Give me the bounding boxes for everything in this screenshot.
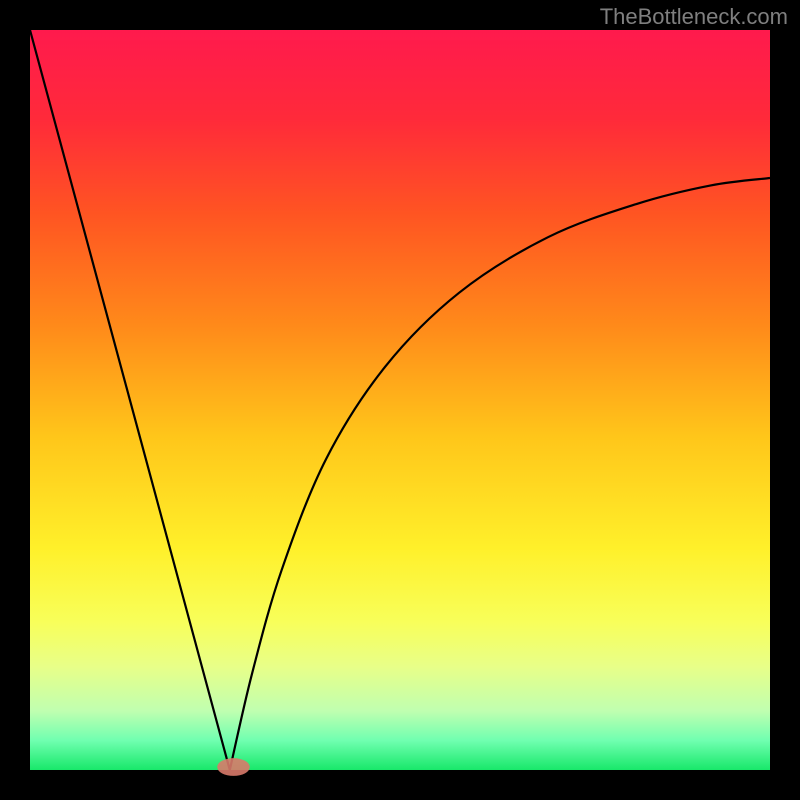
bottleneck-chart — [0, 0, 800, 800]
chart-container: TheBottleneck.com — [0, 0, 800, 800]
plot-background — [30, 30, 770, 770]
watermark-text: TheBottleneck.com — [600, 4, 788, 30]
minimum-marker — [217, 758, 250, 776]
